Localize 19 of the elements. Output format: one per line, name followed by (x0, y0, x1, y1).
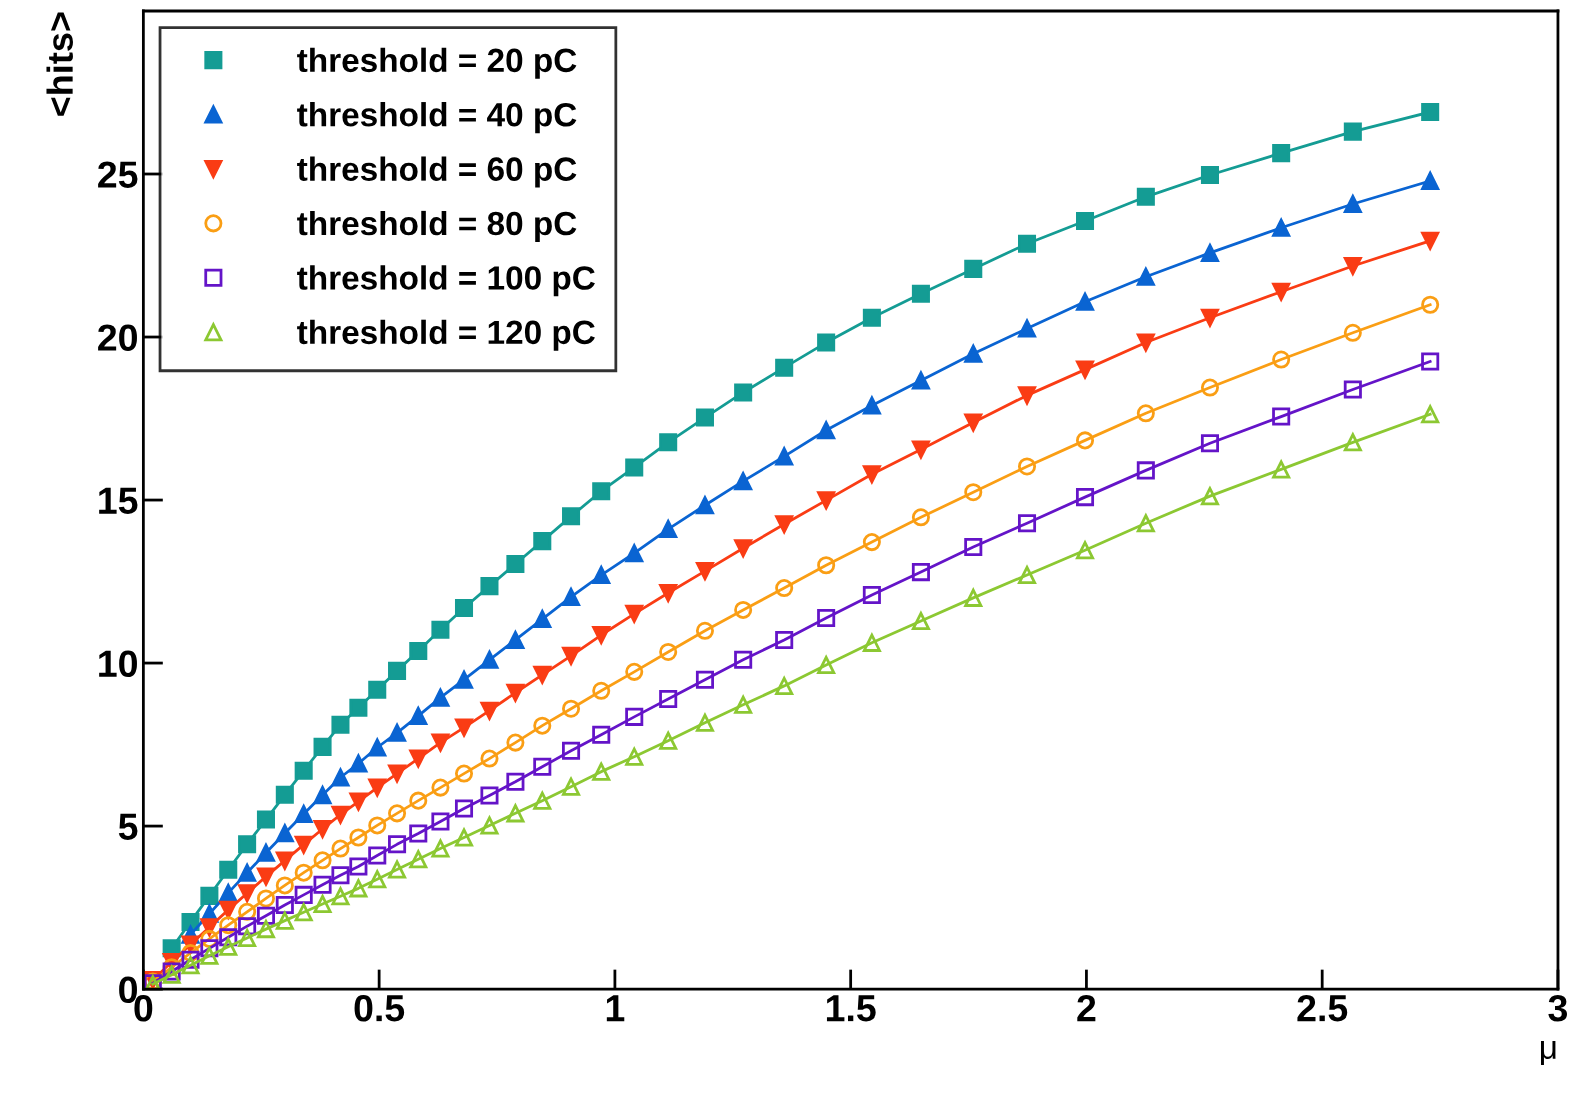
legend-label: threshold = 120 pC (297, 319, 595, 351)
x-tick-label: 0.5 (354, 994, 405, 1022)
legend-label: threshold = 100 pC (297, 265, 595, 297)
legend-label: threshold = 60 pC (297, 156, 577, 188)
x-tick-label: 3 (1548, 994, 1568, 1022)
legend-label: threshold = 80 pC (297, 210, 577, 242)
y-tick-label: 5 (118, 813, 138, 841)
x-axis-title: μ (1540, 1041, 1556, 1066)
x-tick-label: 2.5 (1297, 994, 1348, 1022)
x-tick-label: 1 (606, 995, 625, 1022)
x-tick-label: 2 (1077, 994, 1096, 1022)
y-tick-label: 10 (99, 650, 137, 678)
y-tick-label: 20 (98, 324, 137, 351)
y-tick-label: 15 (99, 487, 138, 514)
y-axis-title: <hits> (46, 12, 73, 116)
legend-label: threshold = 20 pC (297, 47, 577, 79)
x-tick-label: 1.5 (826, 995, 876, 1022)
legend-label: threshold = 40 pC (297, 102, 577, 134)
y-tick-label: 25 (98, 161, 138, 188)
